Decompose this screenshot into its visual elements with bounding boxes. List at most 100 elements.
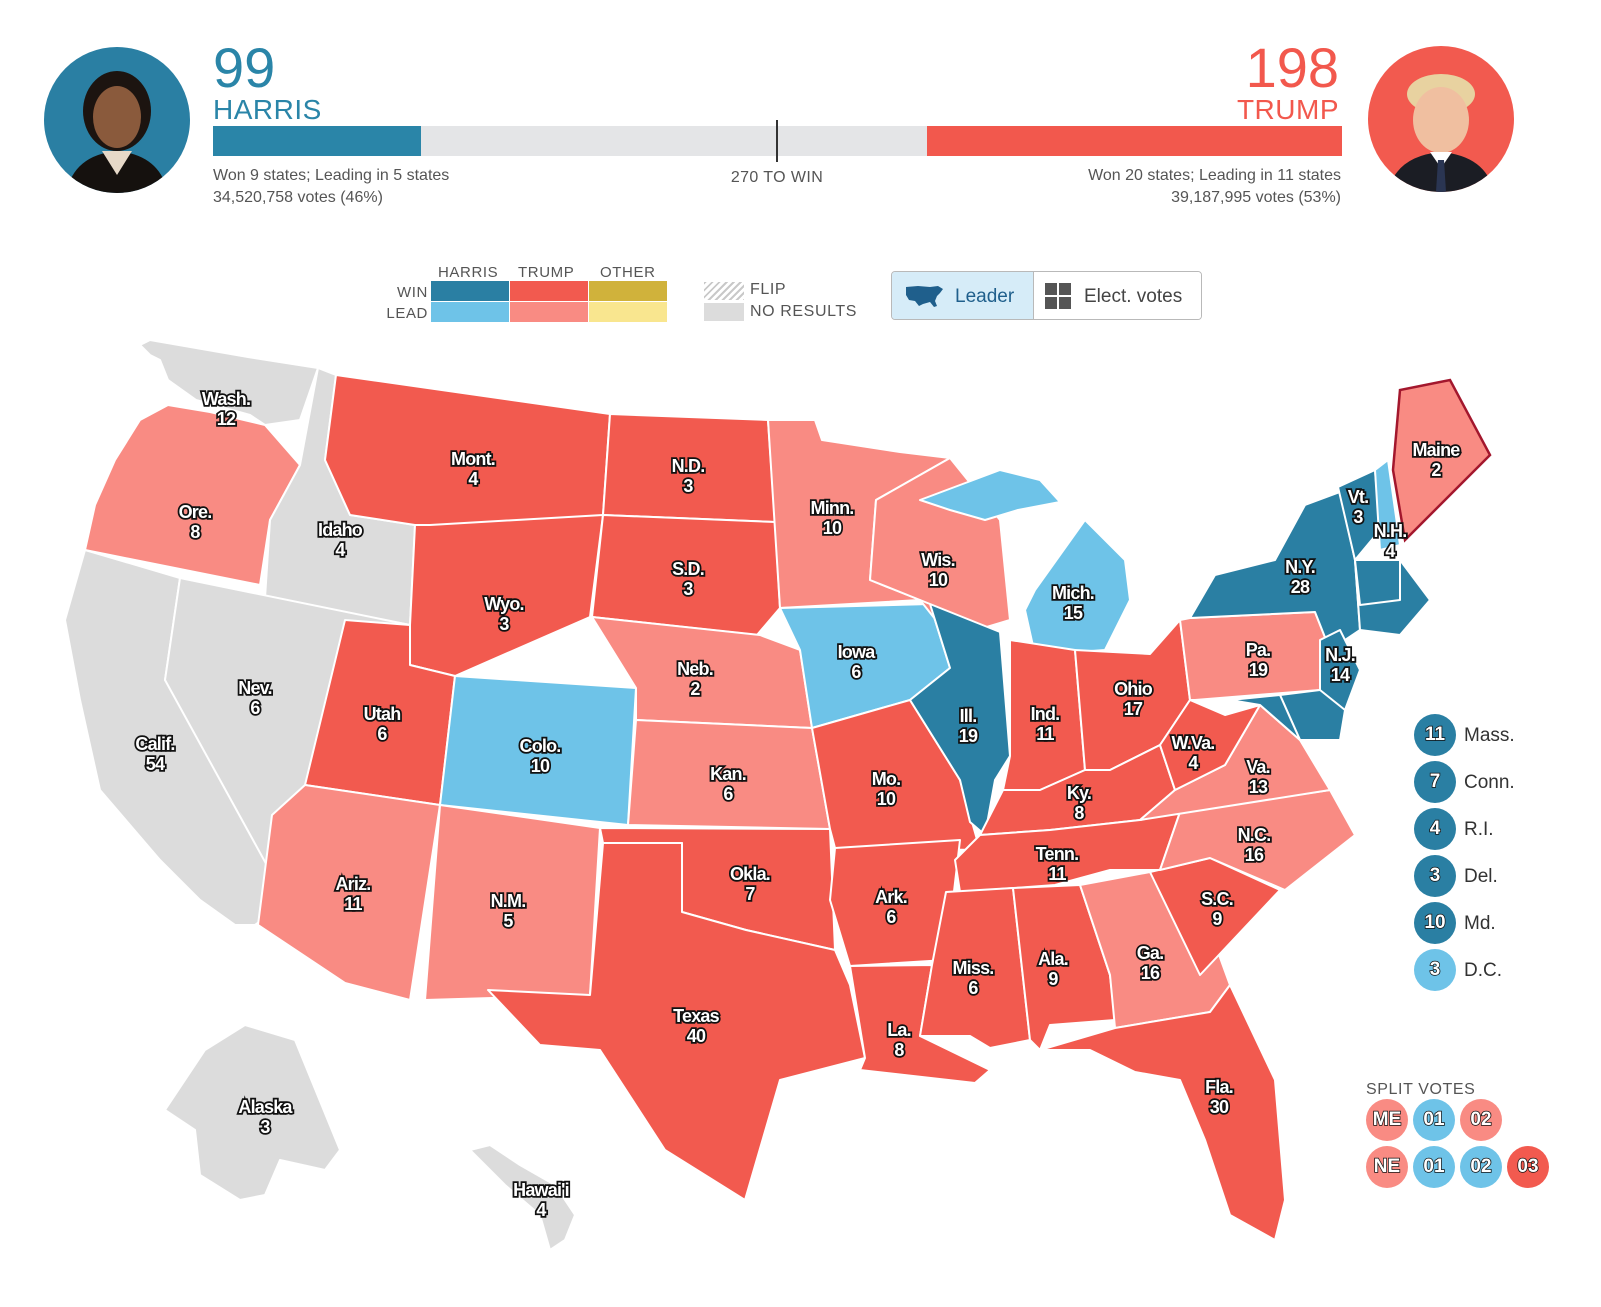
state-ev-fl: 30 [1210, 1097, 1229, 1117]
grid-icon [1045, 283, 1071, 309]
state-tx[interactable] [487, 842, 866, 1201]
state-hi[interactable] [469, 1144, 576, 1251]
state-ev-ny: 28 [1291, 577, 1310, 597]
state-label-nc: N.C. [1238, 825, 1271, 845]
state-ak[interactable] [164, 1024, 341, 1201]
state-mi[interactable] [1024, 519, 1131, 656]
state-ev-tx: 40 [687, 1026, 706, 1046]
state-label-nj: N.J. [1325, 645, 1355, 665]
state-ev-ak: 3 [260, 1117, 270, 1137]
state-miup[interactable] [919, 469, 1061, 521]
split-vote-maine-state[interactable]: ME [1366, 1099, 1408, 1141]
state-ev-hi: 4 [536, 1200, 546, 1220]
state-label-wi: Wis. [921, 550, 955, 570]
state-label-oh: Ohio [1114, 679, 1153, 699]
state-ev-mi: 15 [1064, 603, 1083, 623]
us-election-map: Wash.12Ore.8Calif.54Idaho4Nev.6Mont.4Wyo… [64, 339, 1492, 1251]
state-ev-az: 11 [344, 894, 362, 914]
legend-col-other: OTHER [600, 264, 656, 281]
state-nh[interactable] [1374, 459, 1401, 551]
state-label-ks: Kan. [710, 764, 746, 784]
state-label-nv: Nev. [238, 678, 272, 698]
connecticut-shape[interactable] [1354, 559, 1401, 606]
state-ev-ne: 2 [690, 679, 700, 699]
state-il[interactable] [909, 599, 1011, 836]
state-label-ne: Neb. [677, 659, 713, 679]
state-ev-wy: 3 [499, 614, 509, 634]
leader-view-button[interactable]: Leader [892, 272, 1034, 319]
state-ev-nv: 6 [250, 698, 260, 718]
small-state-ev-badge: 3 [1414, 855, 1456, 897]
maryland-west-shape[interactable] [1229, 694, 1301, 741]
swatch-trump-win [510, 281, 588, 301]
split-vote-nebraska-district[interactable]: 02 [1460, 1146, 1502, 1188]
state-label-az: Ariz. [335, 874, 370, 894]
270-marker [776, 120, 778, 162]
small-state-ev-badge: 4 [1414, 808, 1456, 850]
swatch-harris-win [431, 281, 509, 301]
harris-electoral-count: 99 [213, 36, 276, 99]
small-state-name: D.C. [1464, 960, 1502, 981]
state-ev-ga: 16 [1141, 963, 1160, 983]
state-ev-sc: 9 [1212, 909, 1222, 929]
state-ev-pa: 19 [1249, 660, 1268, 680]
state-or[interactable] [84, 404, 301, 586]
state-sd[interactable] [591, 514, 781, 636]
small-state-ev-badge: 3 [1414, 949, 1456, 991]
state-label-sc: S.C. [1201, 889, 1233, 909]
trump-name: TRUMP [1236, 94, 1339, 125]
state-label-wy: Wyo. [484, 594, 523, 614]
state-label-va: Va. [1246, 757, 1270, 777]
state-label-tx: Texas [673, 1006, 719, 1026]
harris-popular-votes: 34,520,758 votes (46%) [213, 189, 383, 206]
leader-view-label: Leader [955, 286, 1015, 307]
state-ev-id: 4 [335, 540, 345, 560]
state-ev-nm: 5 [503, 911, 513, 931]
swatch-other-lead [589, 302, 667, 322]
state-label-or: Ore. [179, 502, 212, 522]
state-ev-ar: 6 [886, 907, 896, 927]
state-ev-la: 8 [894, 1040, 904, 1060]
harris-name: HARRIS [213, 94, 322, 125]
legend-col-harris: HARRIS [438, 264, 499, 281]
legend-row-lead: LEAD [386, 305, 428, 322]
state-ev-va: 13 [1249, 777, 1268, 797]
state-ev-mo: 10 [877, 789, 896, 809]
state-label-mn: Minn. [811, 498, 854, 518]
split-vote-nebraska-state[interactable]: NE [1366, 1146, 1408, 1188]
state-label-mi: Mich. [1052, 583, 1094, 603]
split-vote-maine-district[interactable]: 02 [1460, 1099, 1502, 1141]
small-state-ev-badge: 11 [1414, 714, 1456, 756]
state-wa[interactable] [139, 339, 319, 426]
state-label-wa: Wash. [202, 389, 250, 409]
electoral-progress-bar [213, 126, 1342, 156]
legend-col-trump: TRUMP [518, 264, 575, 281]
state-me[interactable] [1392, 379, 1491, 541]
state-ev-sd: 3 [683, 579, 693, 599]
small-state-name: Del. [1464, 866, 1498, 887]
trump-popular-votes: 39,187,995 votes (53%) [1171, 189, 1341, 206]
state-label-ok: Okla. [730, 864, 770, 884]
small-state-ev-badge: 7 [1414, 761, 1456, 803]
trump-avatar [1368, 46, 1514, 192]
state-ev-wa: 12 [217, 409, 236, 429]
electoral-votes-view-button[interactable]: Elect. votes [1034, 272, 1201, 319]
state-ev-nd: 3 [683, 476, 693, 496]
electoral-votes-view-label: Elect. votes [1084, 286, 1183, 307]
state-fl[interactable] [1039, 984, 1286, 1241]
state-tn[interactable] [954, 811, 1181, 893]
trump-bar-fill [926, 126, 1342, 156]
split-vote-nebraska-district[interactable]: 01 [1413, 1146, 1455, 1188]
legend-flip: FLIP [750, 281, 787, 298]
state-ar[interactable] [829, 839, 961, 967]
state-label-mt: Mont. [451, 449, 495, 469]
view-toggle: Leader Elect. votes [891, 271, 1202, 320]
harris-avatar [44, 47, 190, 193]
state-label-hi: Hawai'i [513, 1180, 569, 1200]
state-label-wv: W.Va. [1171, 733, 1214, 753]
state-ev-tn: 11 [1048, 864, 1066, 884]
split-vote-maine-district[interactable]: 01 [1413, 1099, 1455, 1141]
to-win-label: 270 TO WIN [730, 169, 824, 186]
state-ev-ks: 6 [723, 784, 733, 804]
split-vote-nebraska-district[interactable]: 03 [1507, 1146, 1549, 1188]
